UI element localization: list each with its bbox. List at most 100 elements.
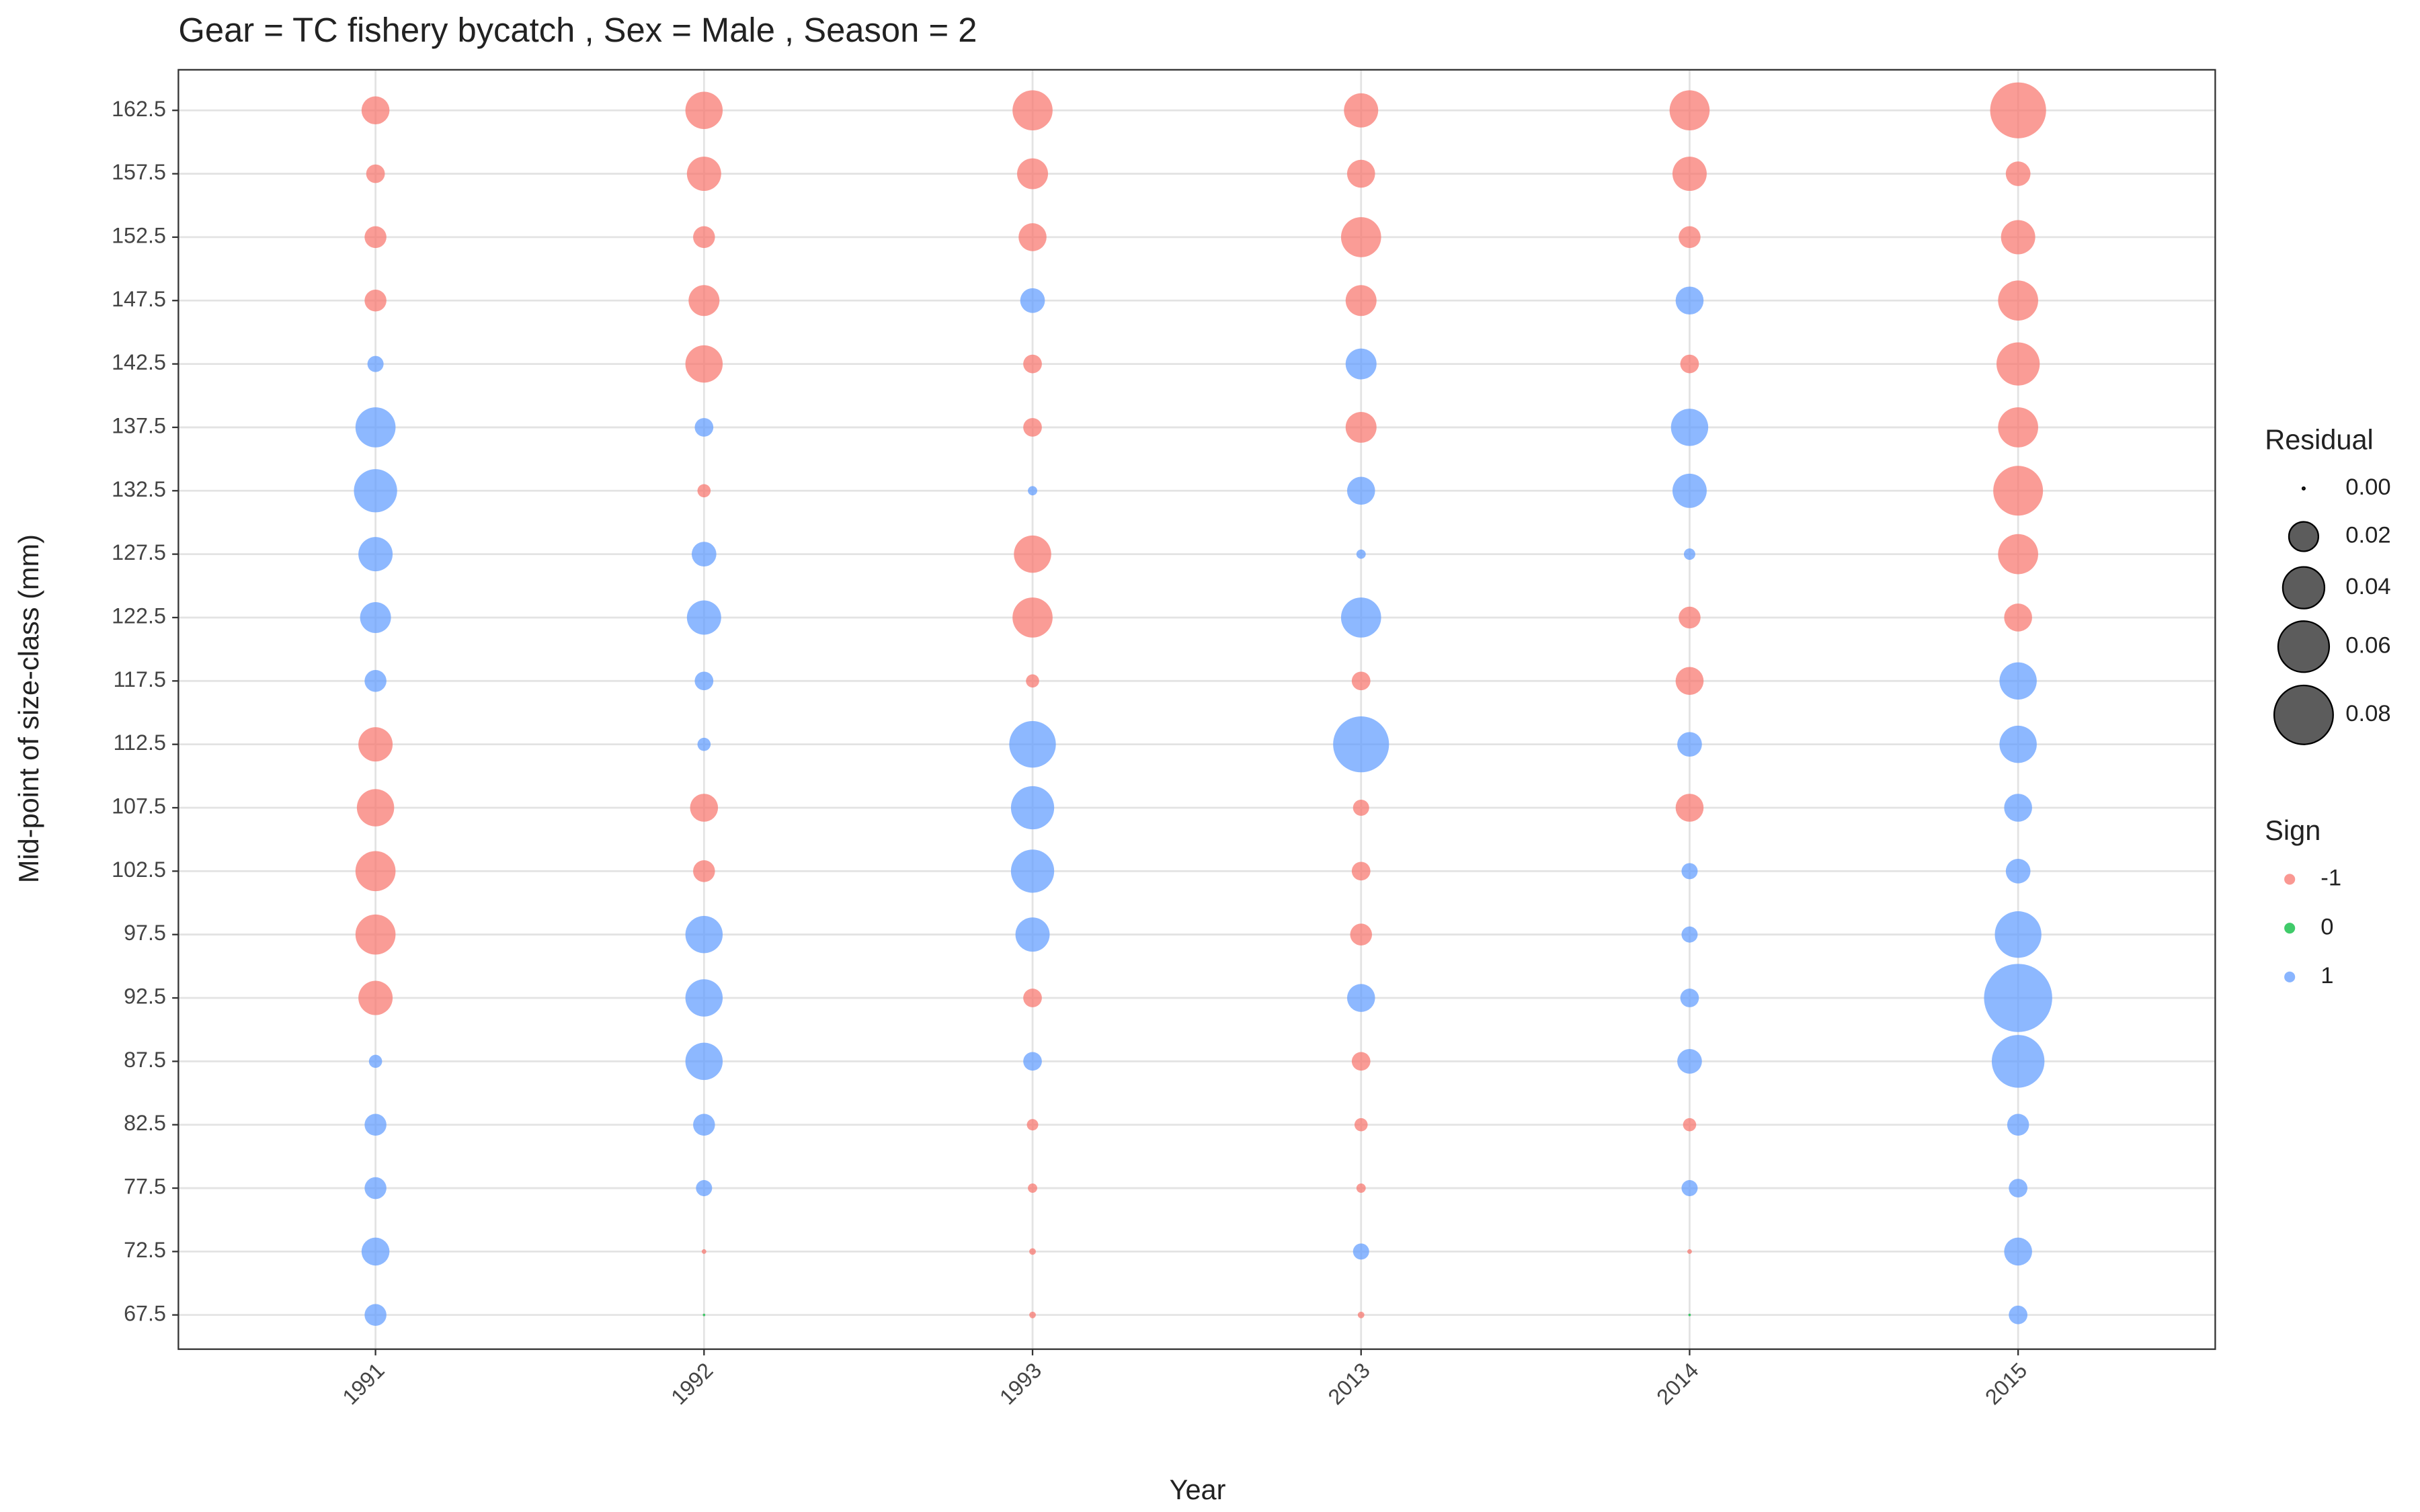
bubble [367,355,384,372]
bubble [364,1177,387,1200]
bubble [358,980,393,1015]
legend-label: 0.02 [2345,523,2390,548]
bubble [1677,732,1702,757]
bubble [697,737,711,751]
bubble [685,915,723,954]
bubble [1677,1049,1702,1074]
bubble [1023,989,1042,1007]
bubble [685,979,723,1017]
bubble [2005,161,2031,186]
bubble [1010,786,1055,830]
bubble [364,226,387,249]
bubble [1675,794,1704,822]
y-tick-label: 162.5 [112,97,166,121]
bubble [688,285,720,317]
bubble [1998,534,2038,575]
bubble [1683,1118,1697,1132]
bubble [1353,1243,1369,1260]
bubble [2005,859,2031,884]
bubble [356,789,395,827]
y-tick-label: 132.5 [112,477,166,501]
bubble [1010,849,1055,893]
bubble [2007,1114,2029,1136]
bubble [686,600,721,635]
bubble [1023,354,1042,374]
bubble [690,794,719,822]
bubble [1009,720,1056,768]
bubble [1340,217,1381,257]
bubble [1345,285,1377,317]
bubble [1029,1248,1036,1255]
bubble [1680,989,1699,1007]
y-tick-label: 112.5 [113,730,165,755]
bubble [364,1114,387,1136]
bubble [1997,342,2040,386]
bubble [1346,159,1375,188]
legend-key [2284,874,2296,885]
legend-title: Residual [2265,424,2374,456]
bubble [1012,597,1053,638]
bubble [685,345,723,383]
bubble [364,289,387,312]
bubble [1669,90,1710,131]
bubble [1350,923,1372,946]
y-tick-label: 122.5 [112,604,166,628]
y-tick-label: 157.5 [112,160,166,184]
bubble [1333,716,1389,773]
legend-label: -1 [2321,866,2341,891]
bubble [1029,1311,1036,1318]
legend-size-key [2288,521,2319,552]
y-tick-label: 97.5 [124,921,166,945]
legend-size-key [2273,684,2334,745]
legend-key [2284,923,2296,934]
legend-label: 0.04 [2345,574,2390,599]
bubble [1687,1249,1692,1254]
bubble [1346,984,1375,1012]
bubble [2009,1179,2028,1198]
bubble [1020,288,1045,313]
bubble [1340,597,1381,638]
bubble [1345,411,1377,443]
bubble [1026,674,1039,688]
chart-title: Gear = TC fishery bycatch , Sex = Male ,… [178,11,977,49]
bubble [360,601,391,633]
bubble [1991,1035,2045,1088]
bubble [691,542,717,566]
bubble [1675,667,1704,696]
bubble [1680,354,1699,374]
legend-label: 0.08 [2345,701,2390,726]
bubble [1023,1052,1042,1071]
bubble [1028,1183,1037,1193]
bubble [1681,926,1698,943]
y-tick-label: 107.5 [112,794,166,818]
bubble [361,96,390,125]
y-tick-label: 152.5 [112,223,166,247]
legend-size-key [2277,620,2331,673]
y-tick-label: 87.5 [124,1048,166,1072]
bubble [1993,466,2044,516]
bubble [1990,82,2046,138]
bubble [2004,794,2032,822]
bubble [1346,476,1375,505]
bubble [368,1054,382,1068]
bubble [355,914,396,955]
bubble [1018,223,1047,251]
y-tick-label: 137.5 [112,413,166,437]
bubble [685,1042,723,1081]
bubble [1357,1311,1365,1318]
legend-key [2284,971,2296,982]
bubble [686,157,721,192]
legend-label: 0 [2321,914,2333,939]
bubble [1015,917,1050,952]
bubble [1672,473,1707,508]
bubble [1999,662,2037,700]
bubble [694,671,714,691]
bubble [694,418,714,437]
y-axis-label: Mid-point of size-class (mm) [13,534,44,883]
bubble [1999,725,2037,763]
bubble [2001,220,2035,255]
bubble [1994,911,2042,958]
y-tick-label: 142.5 [112,350,166,374]
bubble [1026,1119,1039,1131]
bubble [1356,1183,1366,1193]
